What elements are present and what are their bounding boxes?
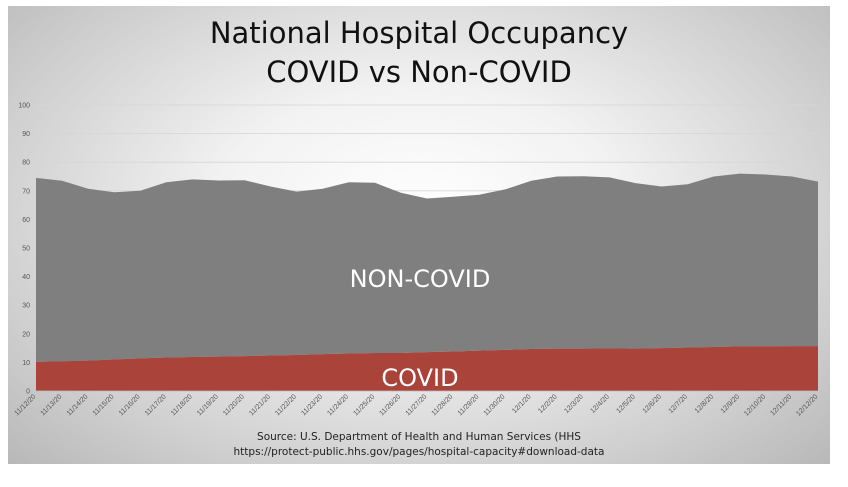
y-tick-label: 30 (22, 303, 30, 310)
x-tick-label: 11/28/20 (431, 393, 455, 417)
y-tick-label: 100 (18, 103, 30, 110)
source-url: https://protect-public.hhs.gov/pages/hos… (233, 446, 605, 458)
x-tick-label: 11/25/20 (352, 393, 376, 417)
x-tick-label: 12/8/20 (694, 393, 716, 415)
source-note: Source: U.S. Department of Health and Hu… (8, 430, 830, 460)
y-tick-label: 40 (22, 274, 30, 281)
x-tick-label: 11/29/20 (457, 393, 481, 417)
x-tick-label: 12/9/20 (720, 393, 742, 415)
y-tick-label: 60 (22, 217, 30, 224)
x-tick-label: 11/16/20 (118, 393, 142, 417)
series-label-noncovid: NON-COVID (350, 265, 491, 293)
x-tick-label: 11/20/20 (222, 393, 246, 417)
y-tick-label: 80 (22, 160, 30, 167)
x-tick-label: 11/18/20 (170, 393, 194, 417)
x-tick-label: 12/1/20 (511, 393, 533, 415)
x-tick-label: 11/27/20 (405, 393, 429, 417)
x-tick-label: 12/3/20 (563, 393, 585, 415)
x-tick-label: 12/11/20 (769, 393, 793, 417)
x-tick-label: 11/13/20 (40, 393, 64, 417)
chart-title-line-2: COVID vs Non-COVID (266, 55, 572, 89)
y-tick-label: 50 (22, 246, 30, 253)
slide: National Hospital Occupancy COVID vs Non… (8, 6, 830, 464)
source-line-1: Source: U.S. Department of Health and Hu… (257, 431, 581, 443)
x-tick-label: 12/10/20 (743, 393, 767, 417)
x-tick-label: 12/6/20 (642, 393, 664, 415)
y-tick-label: 0 (26, 389, 30, 396)
series-area-noncovid (36, 173, 818, 362)
x-tick-label: 11/23/20 (300, 393, 324, 417)
chart-title: National Hospital Occupancy COVID vs Non… (8, 14, 830, 92)
x-tick-label: 11/24/20 (326, 393, 350, 417)
x-tick-label: 11/30/20 (483, 393, 507, 417)
x-tick-label: 11/12/20 (14, 393, 38, 417)
series-label-covid: COVID (381, 364, 458, 392)
x-tick-label: 11/26/20 (378, 393, 402, 417)
x-tick-label: 12/5/20 (615, 393, 637, 415)
x-tick-label: 12/4/20 (589, 393, 611, 415)
x-tick-label: 11/21/20 (248, 393, 272, 417)
x-tick-label: 11/15/20 (92, 393, 116, 417)
y-tick-label: 10 (22, 360, 30, 367)
x-tick-label: 12/12/20 (795, 393, 819, 417)
x-tick-label: 12/7/20 (668, 393, 690, 415)
y-tick-label: 70 (22, 188, 30, 195)
y-tick-label: 20 (22, 331, 30, 338)
chart-title-line-1: National Hospital Occupancy (209, 16, 629, 50)
x-tick-label: 11/14/20 (66, 393, 90, 417)
x-tick-label: 11/19/20 (196, 393, 220, 417)
x-tick-label: 11/17/20 (144, 393, 168, 417)
x-tick-label: 11/22/20 (274, 393, 298, 417)
series-area-covid (36, 346, 818, 391)
y-tick-label: 90 (22, 131, 30, 138)
x-tick-label: 12/2/20 (537, 393, 559, 415)
